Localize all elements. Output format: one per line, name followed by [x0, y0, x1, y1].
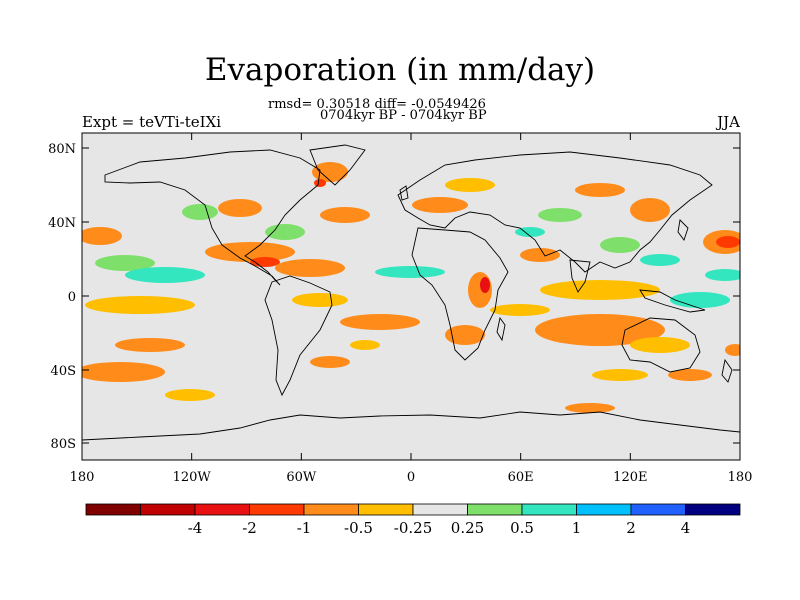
- anomaly-patch: [520, 248, 560, 262]
- anomaly-patch: [265, 224, 305, 240]
- anomaly-patch: [538, 208, 582, 222]
- anomaly-patch: [165, 389, 215, 401]
- coastline-japan: [677, 219, 689, 241]
- anomaly-patch: [314, 179, 326, 187]
- coastline-madagascar: [496, 316, 506, 342]
- season-label: JJA: [717, 113, 740, 131]
- coastline-africa: [411, 227, 509, 361]
- anomaly-patch: [250, 257, 280, 267]
- colorbar-label: 1: [572, 519, 582, 537]
- colorbar-swatch: [358, 503, 414, 516]
- anomaly-patch: [320, 207, 370, 223]
- anomaly-patch: [310, 356, 350, 368]
- colorbar-label: 2: [626, 519, 636, 537]
- coastline-uk: [399, 185, 409, 201]
- anomaly-patch: [218, 199, 262, 217]
- colorbar-swatch: [576, 503, 632, 516]
- lon-tick-label: 120E: [613, 470, 647, 485]
- anomaly-patch: [600, 237, 640, 253]
- anomaly-patch: [350, 340, 380, 350]
- plot-title: Evaporation (in mm/day): [204, 52, 596, 88]
- anomaly-patch: [182, 204, 218, 220]
- coastline-antarctica: [82, 411, 740, 441]
- colorbar-swatch: [194, 503, 250, 516]
- coastline-north-america: [104, 149, 321, 286]
- colorbar-label: -1: [297, 519, 312, 537]
- anomaly-patch: [490, 304, 550, 316]
- anomaly-patch: [445, 178, 495, 192]
- anomaly-patch: [705, 269, 740, 281]
- colorbar-label: -4: [188, 519, 203, 537]
- anomaly-patch: [375, 266, 445, 278]
- lon-tick-label: 60E: [508, 470, 534, 485]
- anomaly-patch: [125, 267, 205, 283]
- anomaly-patch: [540, 280, 660, 300]
- lon-tick-label: 120W: [173, 470, 212, 485]
- colorbar-label: -0.5: [344, 519, 373, 537]
- colorbar-swatch: [412, 503, 468, 516]
- anomaly-patch: [630, 337, 690, 353]
- colorbar-swatch: [85, 503, 141, 516]
- anomaly-patch: [630, 198, 670, 222]
- colorbar-swatch: [140, 503, 196, 516]
- anomaly-patch: [640, 254, 680, 266]
- coastline-new-zealand: [721, 358, 733, 383]
- anomaly-patch: [535, 314, 665, 346]
- lat-tick-label: 0: [68, 290, 76, 305]
- lat-tick-label: 40S: [51, 364, 76, 379]
- anomaly-patch: [340, 314, 420, 330]
- period-line: 0704kyr BP - 0704kyr BP: [320, 108, 487, 123]
- anomaly-patch: [292, 293, 348, 307]
- colorbar-swatch: [467, 503, 523, 516]
- anomaly-patch: [670, 292, 730, 308]
- coastline-greenland: [309, 144, 366, 186]
- anomaly-patch: [85, 296, 195, 314]
- anomaly-patch: [480, 277, 490, 293]
- lon-tick-label: 180: [728, 470, 753, 485]
- anomaly-patch: [412, 197, 468, 213]
- anomaly-patch: [668, 369, 712, 381]
- colorbar-swatch: [249, 503, 305, 516]
- coastlines: [82, 144, 740, 441]
- colorbar-label: 0.5: [510, 519, 534, 537]
- colorbar-label: 4: [681, 519, 691, 537]
- anomaly-patch: [312, 162, 348, 182]
- anomaly-field: [82, 162, 740, 413]
- coastline-indonesia: [639, 289, 706, 313]
- colorbar-label: 0.25: [451, 519, 484, 537]
- anomaly-patch: [445, 325, 485, 345]
- colorbar-swatch: [685, 503, 741, 516]
- anomaly-patch: [716, 236, 740, 248]
- axis-ticks: 80N 40N 0 40S 80S 180 120W 60W 0 60E 120E 180: [48, 133, 752, 485]
- anomaly-patch: [275, 259, 345, 277]
- colorbar-swatch: [303, 503, 359, 516]
- anomaly-patch: [725, 344, 740, 356]
- anomaly-patch: [82, 227, 122, 245]
- anomaly-patch: [592, 369, 648, 381]
- lat-tick-label: 80N: [48, 142, 76, 157]
- coastline-australia: [621, 317, 701, 373]
- coastline-south-america: [264, 275, 333, 397]
- anomaly-patch: [575, 183, 625, 197]
- lon-tick-label: 60W: [286, 470, 317, 485]
- experiment-label: Expt = teVTi-teIXi: [82, 113, 222, 131]
- lat-tick-label: 40N: [48, 216, 76, 231]
- colorbar-label: -2: [242, 519, 257, 537]
- anomaly-patch: [565, 403, 615, 413]
- lon-tick-label: 0: [407, 470, 415, 485]
- anomaly-patch: [95, 255, 155, 271]
- anomaly-patch: [82, 362, 165, 382]
- colorbar-swatch: [521, 503, 577, 516]
- colorbar-label: -0.25: [394, 519, 432, 537]
- coastline-india: [569, 259, 591, 293]
- lat-tick-label: 80S: [51, 437, 76, 452]
- colorbar-swatch: [630, 503, 686, 516]
- coastline-europe-asia: [397, 151, 713, 273]
- lon-tick-label: 180: [70, 470, 95, 485]
- stats-line: rmsd= 0.30518 diff= -0.0549426: [268, 97, 486, 112]
- colorbar: -4 -2 -1 -0.5 -0.25 0.25 0.5 1 2 4: [85, 503, 741, 537]
- anomaly-patch: [115, 338, 185, 352]
